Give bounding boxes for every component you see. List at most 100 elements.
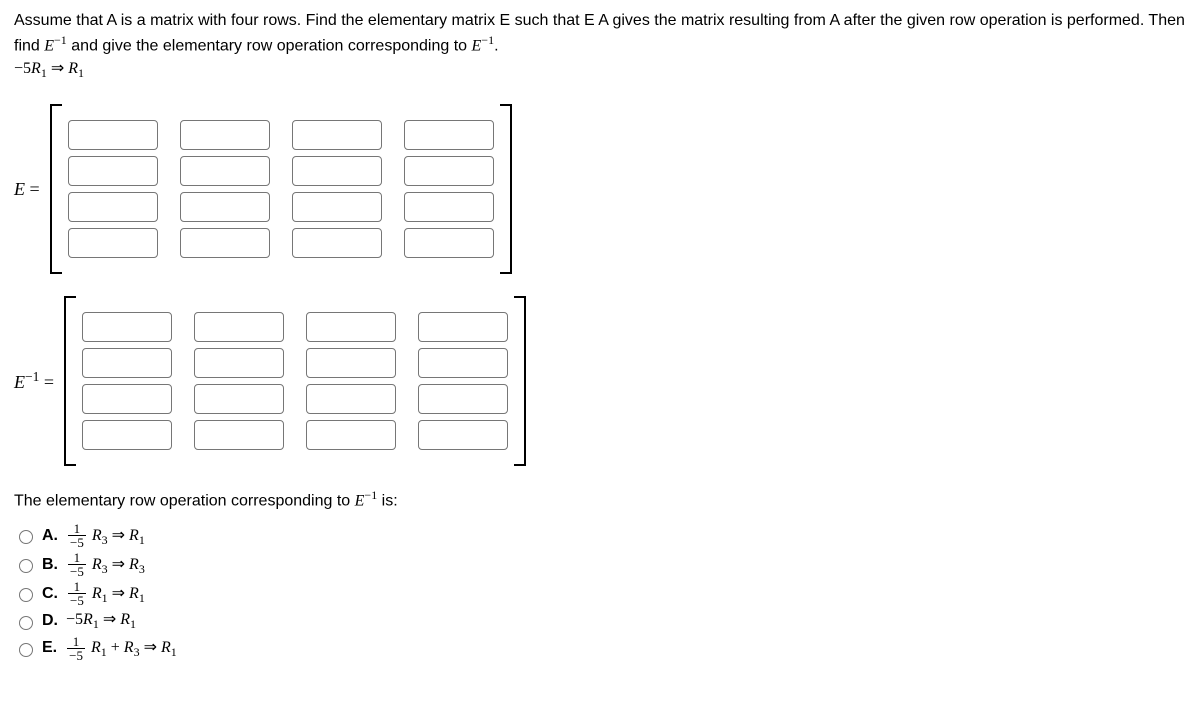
matrix-E-cell-input[interactable]	[180, 228, 270, 258]
matrix-Einv-cell-input[interactable]	[306, 420, 396, 450]
e-inv-sup-1: −1	[54, 33, 67, 47]
matrix-Einv-cell-input[interactable]	[418, 312, 508, 342]
matrix-Einv-cell-input[interactable]	[306, 312, 396, 342]
matrix-Einv-cell-input[interactable]	[418, 420, 508, 450]
matrix-Einv-cell-input[interactable]	[194, 312, 284, 342]
matrix-E-cell-input[interactable]	[68, 192, 158, 222]
problem-line1-mid: and give the elementary row operation co…	[71, 38, 471, 55]
matrix-E-block: E =	[14, 104, 1186, 274]
matrix-Einv-cell-input[interactable]	[82, 312, 172, 342]
letter-B: B.	[42, 556, 58, 574]
mc-option-B[interactable]: B. 1−5 R3 ⇒ R3	[14, 551, 1186, 578]
rowop-src: R	[31, 60, 41, 77]
matrix-E-eq: =	[25, 179, 40, 199]
letter-C: C.	[42, 585, 58, 603]
matrix-Einv-row	[82, 384, 508, 414]
problem-statement: Assume that A is a matrix with four rows…	[14, 10, 1186, 82]
optA-math: 1−5 R3 ⇒ R1	[66, 522, 145, 549]
matrix-Einv-row	[82, 420, 508, 450]
matrix-Einv-sup: −1	[25, 369, 39, 384]
e-inv-symbol-2: E	[472, 38, 482, 55]
matrix-Einv-label: E−1 =	[14, 369, 54, 393]
matrix-E-cell-input[interactable]	[404, 120, 494, 150]
matrix-E-cell-input[interactable]	[292, 228, 382, 258]
optC-body: R1 ⇒ R1	[92, 585, 145, 602]
matrix-E-row	[68, 156, 494, 186]
mc-option-C[interactable]: C. 1−5 R1 ⇒ R1	[14, 580, 1186, 607]
radio-C[interactable]	[19, 588, 33, 602]
mc-prompt-post: is:	[382, 492, 398, 509]
given-row-op: −5R1 ⇒ R1	[14, 60, 84, 77]
mc-prompt: The elementary row operation correspondi…	[14, 488, 1186, 510]
matrix-Einv-var: E	[14, 372, 25, 392]
optC-math: 1−5 R1 ⇒ R1	[66, 580, 145, 607]
matrix-E-cell-input[interactable]	[404, 156, 494, 186]
matrix-E-cell-input[interactable]	[68, 228, 158, 258]
matrix-E-row	[68, 192, 494, 222]
e-inv-sup-2: −1	[481, 33, 494, 47]
optE-math: 1−5 R1 + R3 ⇒ R1	[65, 635, 177, 662]
matrix-Einv-cell-input[interactable]	[82, 420, 172, 450]
matrix-Einv-cell-input[interactable]	[194, 384, 284, 414]
mc-einv-sym: E	[355, 492, 365, 509]
matrix-E-row	[68, 120, 494, 150]
matrix-E-cell-input[interactable]	[292, 120, 382, 150]
mc-section: The elementary row operation correspondi…	[14, 488, 1186, 662]
radio-D[interactable]	[19, 616, 33, 630]
radio-B[interactable]	[19, 559, 33, 573]
matrix-E-cell-input[interactable]	[292, 156, 382, 186]
mc-option-E[interactable]: E. 1−5 R1 + R3 ⇒ R1	[14, 635, 1186, 662]
matrix-Einv-cell-input[interactable]	[82, 348, 172, 378]
matrix-Einv-cell-input[interactable]	[306, 348, 396, 378]
optA-frac: 1−5	[68, 522, 86, 549]
matrix-Einv-cell-input[interactable]	[194, 348, 284, 378]
optB-math: 1−5 R3 ⇒ R3	[66, 551, 145, 578]
mc-option-D[interactable]: D. −5R1 ⇒ R1	[14, 609, 1186, 632]
matrix-E-cell-input[interactable]	[292, 192, 382, 222]
optE-body: R1 + R3 ⇒ R1	[91, 639, 177, 656]
optB-body: R3 ⇒ R3	[92, 556, 145, 573]
matrix-E-cell-input[interactable]	[404, 192, 494, 222]
matrix-E	[50, 104, 512, 274]
matrix-Einv-cell-input[interactable]	[82, 384, 172, 414]
matrix-E-cell-input[interactable]	[180, 120, 270, 150]
matrix-E-label: E =	[14, 179, 40, 200]
matrix-Einv-cell-input[interactable]	[306, 384, 396, 414]
e-inv-symbol-1: E	[44, 38, 54, 55]
radio-A[interactable]	[19, 530, 33, 544]
letter-A: A.	[42, 527, 58, 545]
optA-body: R3 ⇒ R1	[92, 527, 145, 544]
matrix-Einv-block: E−1 =	[14, 296, 1186, 466]
matrix-E-cell-input[interactable]	[180, 192, 270, 222]
radio-E[interactable]	[19, 643, 33, 657]
mc-option-A[interactable]: A. 1−5 R3 ⇒ R1	[14, 522, 1186, 549]
rowop-arrow: ⇒	[51, 60, 68, 77]
letter-D: D.	[42, 612, 58, 630]
rowop-dst-sub: 1	[78, 66, 84, 80]
matrix-Einv-cell-input[interactable]	[418, 384, 508, 414]
matrix-Einv-row	[82, 348, 508, 378]
matrix-E-cell-input[interactable]	[68, 156, 158, 186]
optC-frac: 1−5	[68, 580, 86, 607]
matrix-E-cell-input[interactable]	[404, 228, 494, 258]
optD-pre: −5	[66, 611, 83, 628]
matrix-E-cell-input[interactable]	[180, 156, 270, 186]
matrix-Einv-eq: =	[39, 372, 54, 392]
optD-body: R1 ⇒ R1	[83, 611, 136, 628]
matrix-Einv-row	[82, 312, 508, 342]
matrix-Einv-cell-input[interactable]	[194, 420, 284, 450]
matrix-E-row	[68, 228, 494, 258]
matrix-E-var: E	[14, 179, 25, 199]
matrix-Einv	[64, 296, 526, 466]
rowop-coeff: −5	[14, 60, 31, 77]
matrix-E-cell-input[interactable]	[68, 120, 158, 150]
optE-frac: 1−5	[67, 635, 85, 662]
optD-math: −5R1 ⇒ R1	[66, 609, 136, 632]
problem-line1-end: .	[494, 38, 498, 55]
matrix-Einv-cell-input[interactable]	[418, 348, 508, 378]
mc-prompt-pre: The elementary row operation correspondi…	[14, 492, 355, 509]
rowop-src-sub: 1	[41, 66, 47, 80]
letter-E: E.	[42, 639, 57, 657]
rowop-dst: R	[68, 60, 78, 77]
mc-einv-sup: −1	[364, 488, 377, 502]
